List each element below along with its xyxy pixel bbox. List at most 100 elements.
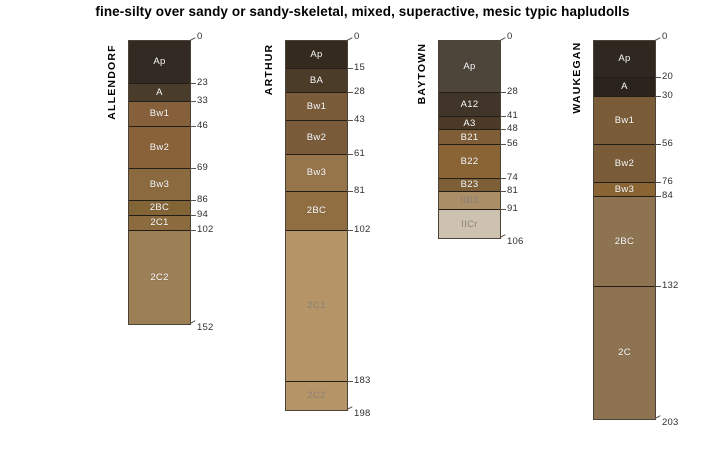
depth-tick-label: 46 <box>197 120 208 131</box>
horizon-label: Ap <box>310 48 323 60</box>
soil-horizon: A <box>594 78 655 97</box>
horizon-label: A12 <box>460 98 479 110</box>
soil-horizon: BA <box>286 68 347 94</box>
horizon-label: Bw2 <box>149 141 170 153</box>
depth-tick <box>190 83 196 84</box>
depth-tick <box>500 144 506 145</box>
depth-tick-label: 91 <box>507 203 518 214</box>
depth-tick <box>655 286 661 287</box>
soil-horizon: 2C <box>594 286 655 419</box>
depth-tick-label: 81 <box>354 185 365 196</box>
depth-tick <box>347 381 353 382</box>
soil-horizon: 2C2 <box>286 381 347 410</box>
profile-column: Ap A Bw1 Bw2 Bw3 2BC 2C <box>593 40 656 420</box>
depth-tick <box>190 230 196 231</box>
soil-horizon: Ap <box>286 41 347 69</box>
depth-tick-label: 203 <box>662 417 679 428</box>
depth-tick <box>190 101 196 102</box>
depth-tick-label: 86 <box>197 194 208 205</box>
depth-tick-label: 106 <box>507 236 524 247</box>
depth-tick <box>500 191 506 192</box>
horizon-label: Bw3 <box>149 179 170 191</box>
horizon-label: 2BC <box>149 202 170 214</box>
soil-horizon: Bw3 <box>286 154 347 192</box>
soil-horizon: Bw2 <box>286 121 347 155</box>
depth-tick <box>190 200 196 201</box>
soil-horizon: Bw1 <box>129 102 190 127</box>
soil-horizon: Bw3 <box>129 169 190 202</box>
soil-horizon: 2C1 <box>129 216 190 231</box>
horizon-label: 2C1 <box>307 300 326 312</box>
horizon-label: Bw1 <box>149 108 170 120</box>
depth-tick <box>655 96 661 97</box>
depth-tick <box>500 92 506 93</box>
depth-tick-label: 84 <box>662 190 673 201</box>
depth-tick-label: 0 <box>197 31 203 42</box>
horizon-label: Bw2 <box>306 131 327 143</box>
depth-tick-label: 20 <box>662 71 673 82</box>
horizon-label: IICr <box>461 218 478 230</box>
horizon-label: B23 <box>460 179 479 191</box>
soil-horizon: B23 <box>439 178 500 192</box>
depth-tick-label: 102 <box>354 224 371 235</box>
depth-tick-label: 56 <box>507 138 518 149</box>
soil-horizon: A <box>129 83 190 103</box>
depth-tick-label: 94 <box>197 209 208 220</box>
depth-tick-label: 0 <box>662 31 668 42</box>
depth-tick <box>347 68 353 69</box>
depth-tick <box>190 168 196 169</box>
horizon-label: Ap <box>463 60 476 72</box>
soil-horizon: 2C1 <box>286 230 347 382</box>
soil-horizon: IICr <box>439 210 500 239</box>
horizon-label: Bw2 <box>614 157 635 169</box>
profile-name-label: BAYTOWN <box>416 42 428 105</box>
depth-tick <box>654 37 661 41</box>
profile-name-label: WAUKEGAN <box>571 41 583 114</box>
depth-tick <box>347 230 353 231</box>
depth-tick-label: 15 <box>354 62 365 73</box>
profile-column: Ap A12 A3 B21 B22 B23 IIB3 IICr <box>438 40 501 240</box>
depth-tick <box>655 144 661 145</box>
depth-tick-label: 41 <box>507 110 518 121</box>
depth-tick <box>190 126 196 127</box>
soil-horizon: IIB3 <box>439 191 500 211</box>
depth-tick-label: 56 <box>662 138 673 149</box>
profile-name-label: ALLENDORF <box>106 44 118 120</box>
horizon-label: 2BC <box>614 235 635 247</box>
depth-tick <box>189 37 196 41</box>
horizon-label: 2C2 <box>150 271 169 283</box>
depth-tick-label: 30 <box>662 90 673 101</box>
horizon-label: 2C <box>618 347 631 359</box>
depth-tick-label: 28 <box>354 86 365 97</box>
horizon-label: 2C1 <box>150 217 169 229</box>
soil-horizon: 2BC <box>594 197 655 287</box>
horizon-label: 2BC <box>306 205 327 217</box>
depth-tick <box>346 37 353 41</box>
depth-tick-label: 74 <box>507 172 518 183</box>
soil-horizon: B22 <box>439 145 500 179</box>
depth-tick-label: 61 <box>354 148 365 159</box>
horizon-label: Bw1 <box>614 114 635 126</box>
depth-tick-label: 102 <box>197 224 214 235</box>
depth-tick-label: 76 <box>662 176 673 187</box>
soil-horizon: Ap <box>439 41 500 94</box>
depth-tick-label: 28 <box>507 86 518 97</box>
profile-column: Ap BA Bw1 Bw2 Bw3 2BC 2C1 2C2 <box>285 40 348 411</box>
depth-tick-label: 48 <box>507 123 518 134</box>
soil-horizon: A3 <box>439 117 500 131</box>
horizon-label: Ap <box>153 56 166 68</box>
depth-tick-label: 69 <box>197 162 208 173</box>
soil-horizon: Bw1 <box>286 93 347 122</box>
horizon-label: Bw3 <box>306 166 327 178</box>
soil-horizon: Bw2 <box>129 126 190 170</box>
depth-tick-label: 0 <box>507 31 513 42</box>
profile-name-label: ARTHUR <box>263 43 275 96</box>
depth-tick <box>500 116 506 117</box>
soil-horizon: Ap <box>594 41 655 79</box>
soil-horizon: B21 <box>439 130 500 146</box>
horizon-label: B22 <box>460 155 479 167</box>
depth-tick <box>347 191 353 192</box>
soil-horizon: 2C2 <box>129 230 190 325</box>
depth-tick-label: 0 <box>354 31 360 42</box>
depth-tick-label: 198 <box>354 408 371 419</box>
